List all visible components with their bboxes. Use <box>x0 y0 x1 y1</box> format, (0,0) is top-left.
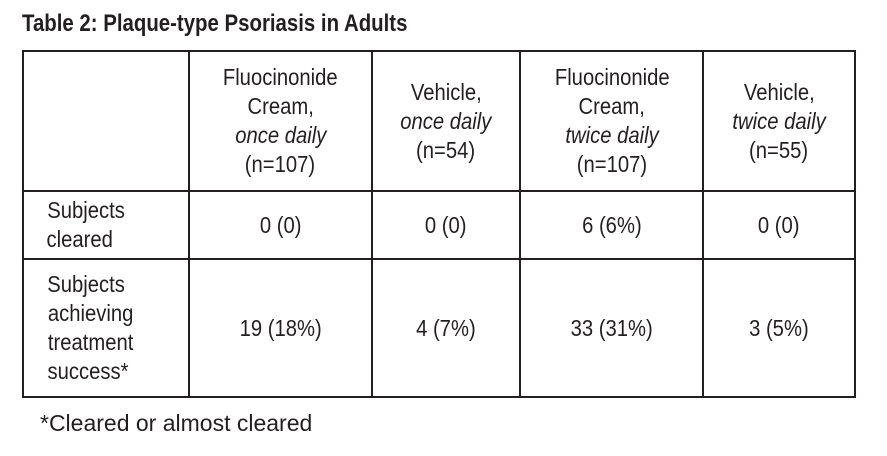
empty-header-cell <box>22 50 190 192</box>
cell-text: Cream, <box>578 93 645 119</box>
cell-text: 0 (0) <box>758 211 800 238</box>
value-cell: 19 (18%) <box>188 258 373 398</box>
row-label: Subjects achieving treatment success* <box>22 258 190 398</box>
cell-text: 19 (18%) <box>239 314 322 341</box>
cell-text: 33 (31%) <box>570 314 653 341</box>
cell-text: achieving <box>47 300 134 326</box>
value-cell: 6 (6%) <box>519 190 705 260</box>
cell-text: once daily <box>400 107 492 134</box>
table-title: Table 2: Plaque-type Psoriasis in Adults <box>22 10 408 37</box>
value-cell: 0 (0) <box>370 190 522 260</box>
column-header: Fluocinonide Cream, twice daily (n=107) <box>519 50 705 192</box>
footnote: *Cleared or almost cleared <box>40 410 313 436</box>
value-cell: 33 (31%) <box>519 258 705 398</box>
cell-text: once daily <box>234 122 326 148</box>
row-label: Subjects cleared <box>22 190 190 260</box>
header-row: Fluocinonide Cream, once daily (n=107) Vehic… <box>22 50 856 192</box>
cell-text: cleared <box>46 226 113 252</box>
cell-text: (n=107) <box>576 151 647 177</box>
value-cell: 3 (5%) <box>702 258 856 398</box>
cell-text: (n=107) <box>245 151 316 177</box>
cell-text: Subjects <box>47 197 125 223</box>
cell-text: success* <box>47 358 129 384</box>
column-header: Vehicle, twice daily (n=55) <box>702 50 856 192</box>
cell-text: Subjects <box>47 271 125 297</box>
cell-text: Vehicle, <box>743 78 815 105</box>
table-row: Subjects achieving treatment success* 19 (18… <box>22 258 856 398</box>
cell-text: treatment <box>47 329 134 355</box>
value-cell: 0 (0) <box>188 190 373 260</box>
cell-text: 4 (7%) <box>416 314 476 341</box>
cell-text: (n=54) <box>416 136 476 163</box>
column-header: Fluocinonide Cream, once daily (n=107) <box>188 50 373 192</box>
cell-text: Cream, <box>247 93 314 119</box>
cell-text: 0 (0) <box>425 211 467 238</box>
cell-text: (n=55) <box>749 136 809 163</box>
column-header: Vehicle, once daily (n=54) <box>370 50 522 192</box>
results-table: Fluocinonide Cream, once daily (n=107) Vehic… <box>22 50 856 398</box>
cell-text: Fluocinonide <box>222 64 338 90</box>
cell-text: 0 (0) <box>259 211 302 238</box>
cell-text: twice daily <box>732 107 826 134</box>
cell-text: twice daily <box>565 122 659 148</box>
cell-text: 3 (5%) <box>749 314 809 341</box>
cell-text: 6 (6%) <box>581 211 642 238</box>
value-cell: 0 (0) <box>702 190 856 260</box>
cell-text: Vehicle, <box>410 78 482 105</box>
table-row: Subjects cleared 0 (0) 0 (0) 6 (6%) 0 (0) <box>22 190 856 260</box>
value-cell: 4 (7%) <box>370 258 522 398</box>
cell-text: Fluocinonide <box>554 64 670 90</box>
